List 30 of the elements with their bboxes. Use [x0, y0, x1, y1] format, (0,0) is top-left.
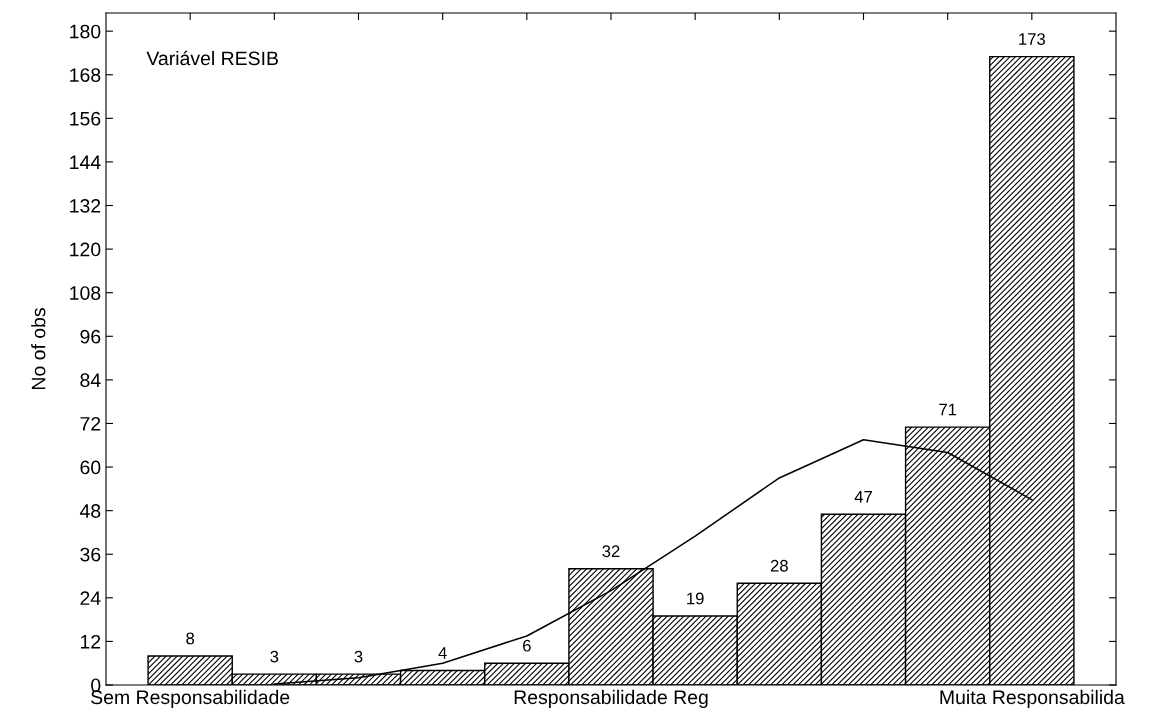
annotation: Variável RESIB	[146, 50, 278, 66]
data-label: 19	[687, 592, 704, 605]
y-tick-label: 168	[70, 68, 101, 82]
x-tick-label: Responsabilidade Reg	[514, 689, 708, 708]
data-label: 28	[770, 559, 788, 572]
data-label: 3	[270, 650, 279, 663]
y-tick-label: 24	[80, 591, 101, 605]
y-tick-label: 156	[70, 111, 101, 126]
y-tick-label: 60	[80, 460, 101, 475]
y-tick-label: 120	[70, 242, 101, 257]
y-tick-label: 72	[80, 416, 101, 431]
y-tick-label: 132	[70, 198, 101, 213]
y-axis-title: No of obs	[31, 308, 46, 390]
y-tick-label: 48	[79, 504, 101, 518]
y-tick-label: 144	[70, 155, 101, 169]
data-label: 173	[1019, 33, 1046, 45]
data-label: 32	[602, 545, 620, 558]
data-label: 71	[939, 403, 957, 416]
data-label: 3	[354, 650, 363, 663]
x-tick-label: Muita Responsabilida	[940, 689, 1125, 708]
data-label: 4	[438, 647, 447, 659]
y-tick-label: 36	[80, 547, 101, 562]
data-label: 47	[854, 491, 872, 503]
y-tick-label: 96	[80, 329, 101, 344]
y-tick-label: 180	[70, 24, 101, 39]
y-tick-label: 108	[70, 286, 101, 300]
y-tick-label: 12	[81, 634, 101, 649]
data-label: 6	[523, 639, 531, 652]
y-tick-label: 84	[80, 373, 101, 388]
data-label: 8	[186, 632, 195, 645]
